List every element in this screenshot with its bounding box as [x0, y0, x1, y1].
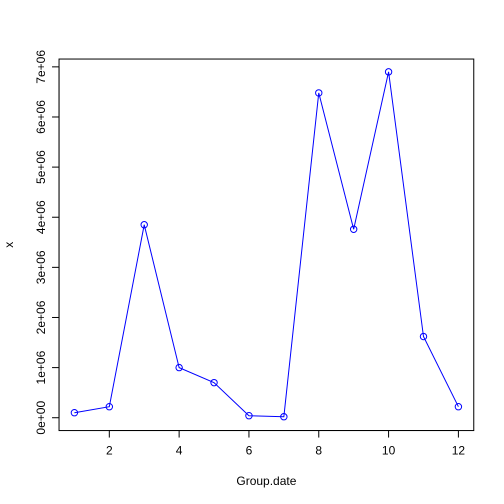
x-axis-title: Group.date — [236, 474, 296, 488]
data-point — [140, 221, 148, 229]
x-axis: 2 4 6 8 10 12 — [106, 430, 466, 458]
y-tick-label: 5e+06 — [34, 150, 48, 184]
data-point — [70, 409, 79, 417]
series-line — [74, 71, 459, 418]
y-tick-label: 1e+06 — [34, 350, 48, 384]
x-tick-label: 6 — [246, 444, 253, 458]
data-point — [349, 225, 358, 233]
y-axis: 0e+00 1e+06 2e+06 3e+06 4e+06 5e+06 6e+06 7e+06 — [34, 50, 60, 435]
y-axis-title: x — [2, 242, 16, 248]
y-tick-label: 3e+06 — [34, 250, 48, 284]
data-point — [419, 332, 428, 341]
y-tick-label: 2e+06 — [34, 300, 48, 334]
y-tick-label: 7e+06 — [34, 50, 48, 84]
data-point — [454, 403, 463, 411]
data-point — [245, 412, 253, 420]
y-tick-label: 4e+06 — [34, 200, 48, 234]
series-layer — [70, 68, 463, 421]
x-tick-label: 12 — [452, 444, 466, 458]
data-point — [315, 89, 323, 97]
data-point — [280, 413, 288, 421]
data-point — [105, 403, 114, 411]
data-point — [384, 68, 393, 76]
y-tick-label: 0e+00 — [34, 401, 48, 435]
data-point — [210, 378, 218, 387]
y-tick-label: 6e+06 — [34, 100, 48, 134]
x-tick-label: 4 — [176, 444, 183, 458]
x-tick-label: 2 — [106, 444, 113, 458]
data-point — [175, 363, 183, 372]
x-tick-label: 8 — [315, 444, 322, 458]
x-tick-label: 10 — [382, 444, 396, 458]
